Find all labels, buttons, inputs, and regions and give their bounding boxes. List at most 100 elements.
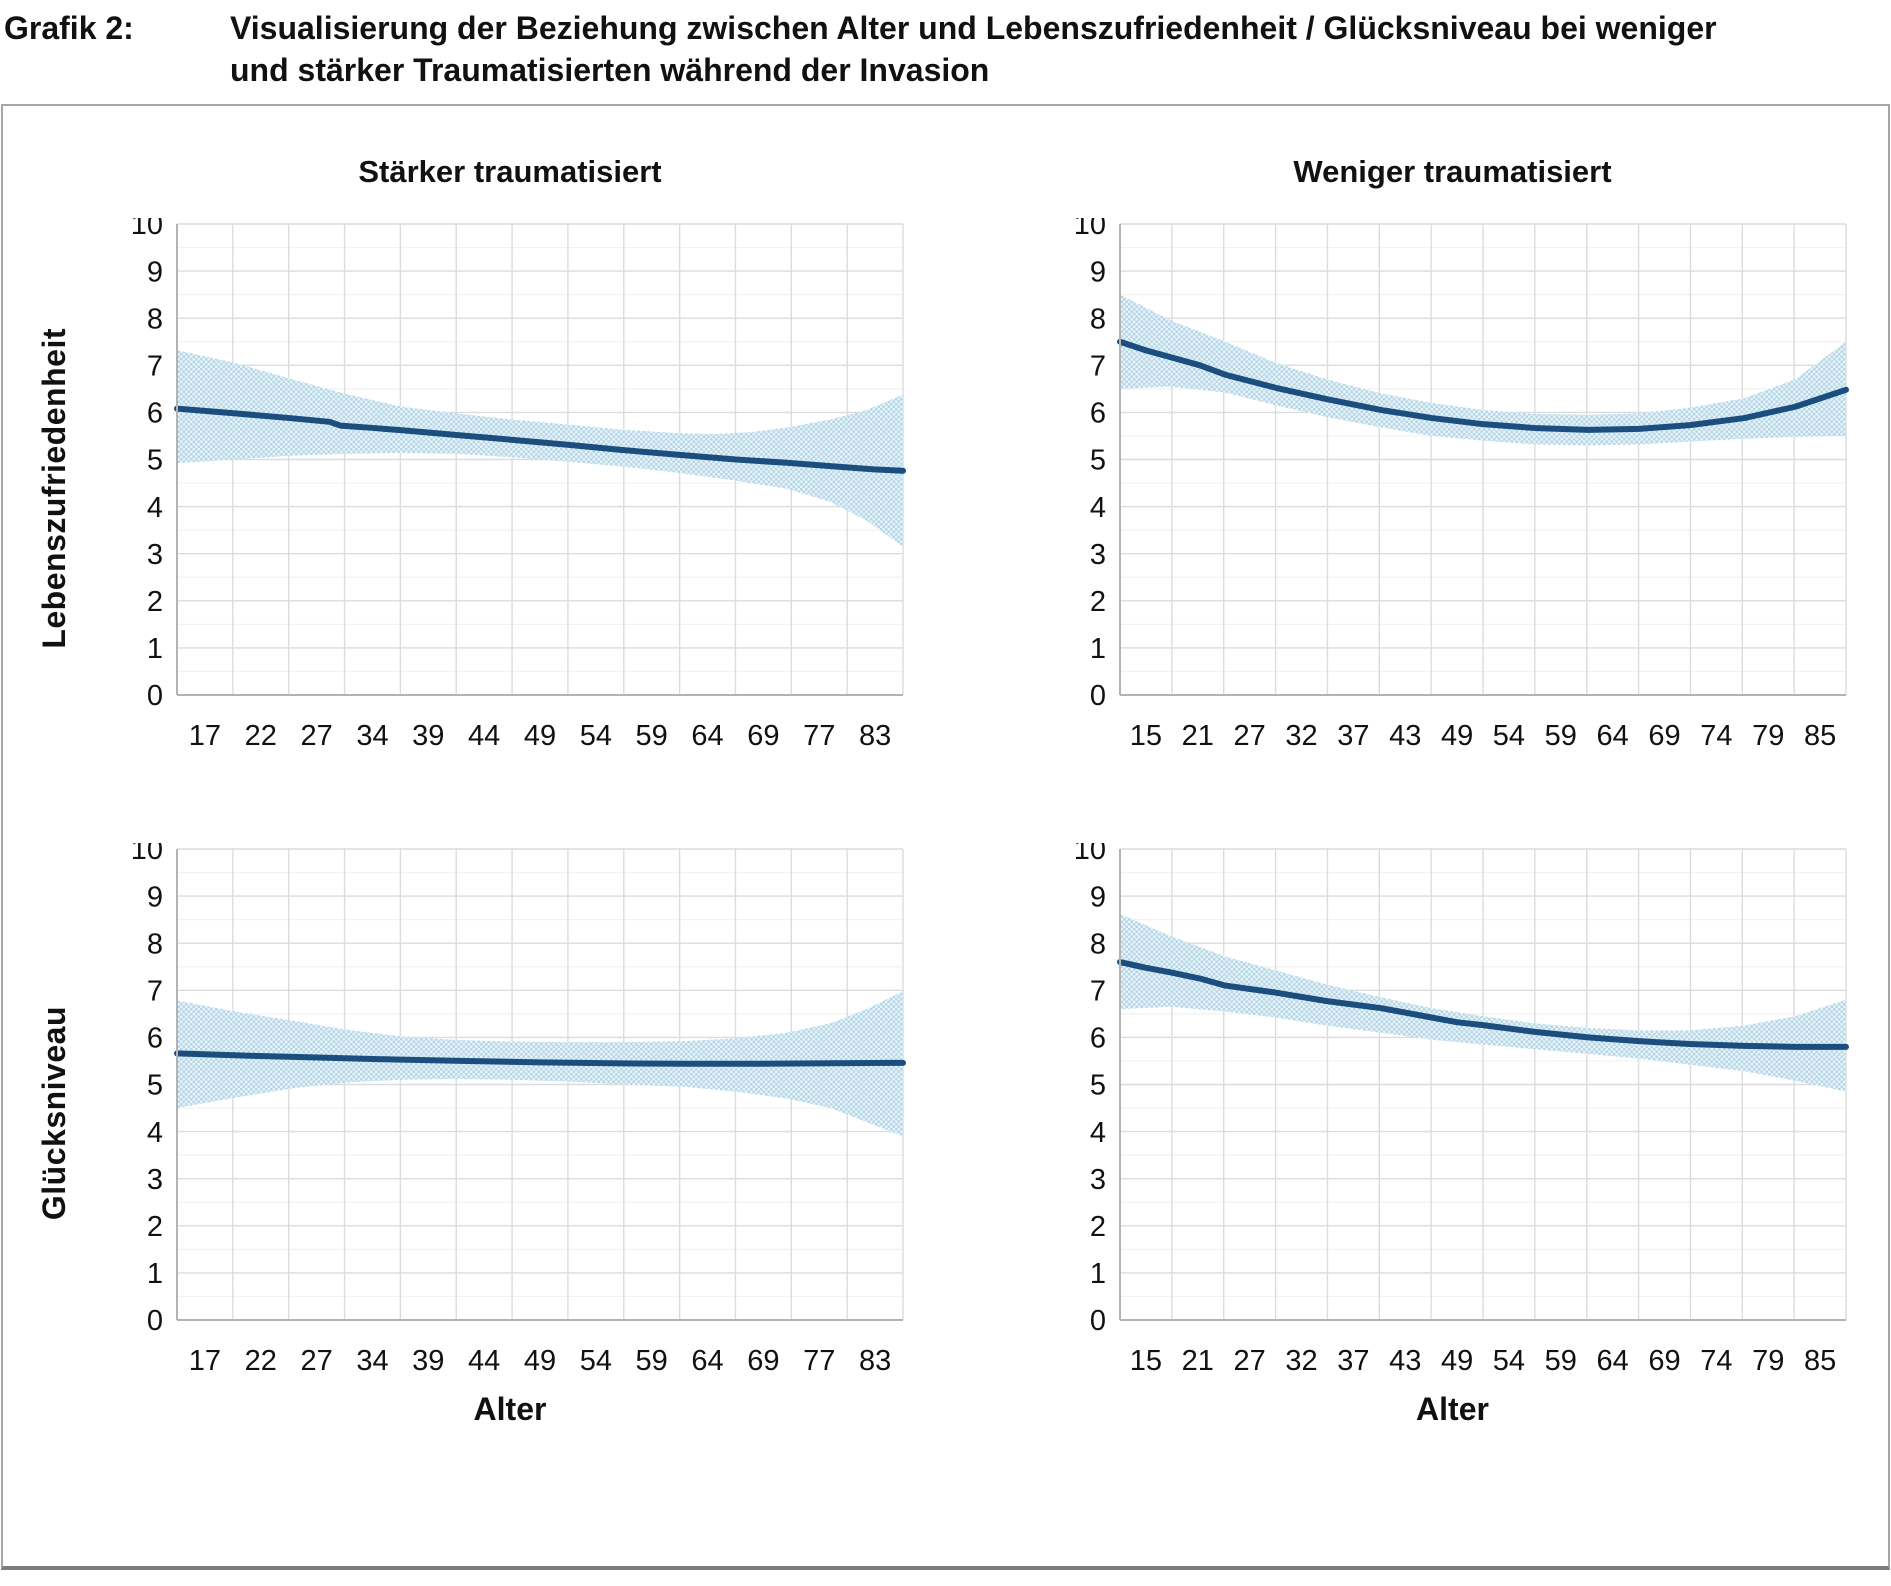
svg-text:10: 10: [1073, 218, 1105, 241]
x-tick-labels: 17 22 27 34 39 44 49 54 59 64 69 77 83: [189, 720, 891, 752]
svg-text:69: 69: [1648, 1345, 1680, 1377]
axes: [1118, 849, 1846, 1321]
svg-text:5: 5: [147, 445, 163, 477]
svg-text:64: 64: [1596, 720, 1628, 752]
svg-text:15: 15: [1129, 720, 1161, 752]
svg-text:0: 0: [1089, 1305, 1105, 1337]
confidence-band: [177, 350, 903, 547]
svg-text:2: 2: [1089, 586, 1105, 618]
svg-text:27: 27: [1233, 1345, 1265, 1377]
chart-title: Stärker traumatisiert: [358, 154, 662, 189]
svg-text:69: 69: [747, 720, 779, 752]
svg-text:77: 77: [803, 1345, 835, 1377]
trend-line: [1116, 959, 1849, 1050]
trend-line: [174, 405, 906, 474]
chart-row: Glücksniveau 0 1 2 3 4 5 6 7 8 9 10 17 22 27 34 39 44 49 5…: [3, 834, 946, 1383]
svg-text:6: 6: [1089, 398, 1105, 430]
svg-text:2: 2: [1089, 1211, 1105, 1243]
svg-text:79: 79: [1752, 1345, 1784, 1377]
svg-text:44: 44: [468, 1345, 500, 1377]
svg-text:69: 69: [747, 1345, 779, 1377]
svg-text:49: 49: [1440, 1345, 1472, 1377]
y-tick-labels: 0 1 2 3 4 5 6 7 8 9 10: [131, 834, 163, 1337]
y-axis-title: Glücksniveau: [3, 843, 105, 1383]
svg-text:8: 8: [1089, 928, 1105, 960]
y-axis-title: [946, 218, 1048, 758]
chart-row: Lebenszufriedenheit 0 1 2 3 4 5 6 7 8 9 10 17 22 27 34…: [3, 209, 946, 758]
svg-text:85: 85: [1803, 1345, 1835, 1377]
confidence-band: [1119, 294, 1846, 446]
chart-canvas-happiness-less-trauma: 0 1 2 3 4 5 6 7 8 9 10 15 21 27 32 37 43 49 54 59 64 69 74 79 85: [1048, 834, 1858, 1383]
svg-text:4: 4: [1089, 1117, 1105, 1149]
svg-text:5: 5: [1089, 1070, 1105, 1102]
svg-text:54: 54: [580, 1345, 612, 1377]
x-tick-labels: 17 22 27 34 39 44 49 54 59 64 69 77 83: [189, 1345, 891, 1377]
svg-text:4: 4: [147, 1117, 163, 1149]
axes: [1118, 224, 1846, 696]
chart-svg: 0 1 2 3 4 5 6 7 8 9 10 15 21 27 32 37 43 49 54 59 64 69 74 79 85: [1073, 209, 1849, 752]
svg-text:49: 49: [524, 720, 556, 752]
svg-text:21: 21: [1181, 720, 1213, 752]
svg-text:54: 54: [1492, 720, 1524, 752]
chart-canvas-happiness-more-trauma: 0 1 2 3 4 5 6 7 8 9 10 17 22 27 34 39 44 49 54 59 64 69 77 83: [105, 834, 915, 1383]
trend-line: [1116, 338, 1849, 433]
chart-canvas-life-satisfaction-more-trauma: 0 1 2 3 4 5 6 7 8 9 10 17 22 27 34 39 44 49 54 59 64 69 77 83: [105, 209, 915, 758]
svg-text:17: 17: [189, 720, 221, 752]
chart-cell-top-left: Stärker traumatisiert Lebenszufriedenhei…: [3, 152, 946, 758]
svg-text:7: 7: [147, 350, 163, 382]
svg-text:4: 4: [147, 492, 163, 524]
svg-text:2: 2: [147, 1211, 163, 1243]
svg-text:7: 7: [1089, 350, 1105, 382]
x-tick-labels: 15 21 27 32 37 43 49 54 59 64 69 74 79 85: [1129, 1345, 1835, 1377]
svg-text:7: 7: [147, 975, 163, 1007]
svg-text:49: 49: [1440, 720, 1472, 752]
svg-text:8: 8: [147, 303, 163, 335]
figure-frame: Stärker traumatisiert Lebenszufriedenhei…: [1, 104, 1890, 1570]
svg-text:22: 22: [245, 1345, 277, 1377]
svg-text:7: 7: [1089, 975, 1105, 1007]
chart-svg: 0 1 2 3 4 5 6 7 8 9 10 15 21 27 32 37 43 49 54 59 64 69 74 79 85: [1073, 834, 1849, 1377]
gridlines: [1118, 223, 1847, 695]
svg-text:27: 27: [300, 1345, 332, 1377]
trend-line: [174, 1050, 906, 1067]
chart-cell-bottom-left: Glücksniveau 0 1 2 3 4 5 6 7 8 9 10 17 22 27 34 39 44 49 5…: [3, 758, 946, 1429]
svg-text:6: 6: [147, 398, 163, 430]
svg-text:34: 34: [356, 720, 388, 752]
svg-text:64: 64: [691, 1345, 723, 1377]
figure-title-line1: Visualisierung der Beziehung zwischen Al…: [230, 10, 1717, 46]
svg-text:37: 37: [1337, 720, 1369, 752]
figure-number: Grafik 2:: [4, 10, 134, 46]
svg-text:0: 0: [1089, 680, 1105, 712]
svg-text:74: 74: [1700, 1345, 1732, 1377]
svg-text:64: 64: [1596, 1345, 1628, 1377]
y-tick-labels: 0 1 2 3 4 5 6 7 8 9 10: [131, 209, 163, 712]
svg-text:3: 3: [1089, 1164, 1105, 1196]
chart-canvas-life-satisfaction-less-trauma: 0 1 2 3 4 5 6 7 8 9 10 15 21 27 32 37 43 49 54 59 64 69 74 79 85: [1048, 209, 1858, 758]
svg-text:21: 21: [1181, 1345, 1213, 1377]
chart-cell-bottom-right: 0 1 2 3 4 5 6 7 8 9 10 15 21 27 32 37 43 49 54 59 64 69 74 79 85…: [946, 758, 1889, 1429]
svg-text:1: 1: [147, 633, 163, 665]
svg-text:15: 15: [1129, 1345, 1161, 1377]
svg-text:83: 83: [859, 1345, 891, 1377]
svg-text:54: 54: [580, 720, 612, 752]
figure-title: Visualisierung der Beziehung zwischen Al…: [230, 8, 1717, 91]
axes: [176, 849, 903, 1321]
x-tick-labels: 15 21 27 32 37 43 49 54 59 64 69 74 79 85: [1129, 720, 1835, 752]
svg-text:34: 34: [356, 1345, 388, 1377]
svg-text:1: 1: [1089, 1258, 1105, 1290]
gridlines: [176, 848, 904, 1320]
y-tick-labels: 0 1 2 3 4 5 6 7 8 9 10: [1073, 209, 1105, 712]
svg-text:83: 83: [859, 720, 891, 752]
svg-text:59: 59: [636, 1345, 668, 1377]
svg-text:77: 77: [803, 720, 835, 752]
confidence-band: [1119, 913, 1846, 1092]
svg-text:1: 1: [1089, 633, 1105, 665]
svg-text:54: 54: [1492, 1345, 1524, 1377]
svg-text:43: 43: [1389, 720, 1421, 752]
y-axis-title: Lebenszufriedenheit: [3, 218, 105, 758]
svg-text:27: 27: [300, 720, 332, 752]
svg-text:10: 10: [1073, 843, 1105, 866]
svg-text:10: 10: [131, 843, 163, 866]
svg-text:74: 74: [1700, 720, 1732, 752]
